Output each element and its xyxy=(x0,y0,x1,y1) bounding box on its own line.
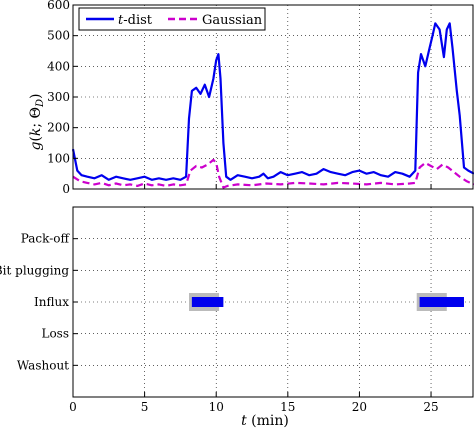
category-label: Influx xyxy=(34,295,69,309)
legend: t-dist Gaussian xyxy=(78,7,266,31)
category-label: Loss xyxy=(41,327,69,341)
top-y-tick-label: 400 xyxy=(47,59,70,73)
legend-label-tdist: t-dist xyxy=(118,13,153,28)
top-y-axis-label: g(k; ΘD) xyxy=(28,93,46,150)
bottom-grid xyxy=(73,207,473,397)
top-y-tick-label: 200 xyxy=(47,121,70,135)
top-grid xyxy=(73,5,473,189)
top-x-ticks xyxy=(72,184,432,189)
detection-bar xyxy=(191,297,224,307)
x-tick-label: 10 xyxy=(209,400,224,414)
bottom-bars xyxy=(189,293,464,311)
detection-bar xyxy=(419,297,464,307)
top-y-tick-label: 100 xyxy=(47,151,70,165)
series-tdist-line xyxy=(71,22,474,181)
legend-label-gaussian: Gaussian xyxy=(202,13,263,28)
bottom-panel: Pack-off Bit plugging Influx Loss Washout 0 5… xyxy=(0,206,474,429)
category-label: Washout xyxy=(17,358,69,372)
top-y-tick-label: 600 xyxy=(47,0,70,12)
top-series xyxy=(71,22,474,189)
x-tick-label: 25 xyxy=(423,400,438,414)
x-axis-label: t (min) xyxy=(241,413,289,429)
top-y-tick-label: 0 xyxy=(62,182,70,196)
x-tick-label: 15 xyxy=(280,400,295,414)
x-tick-label: 0 xyxy=(69,400,77,414)
x-tick-label: 20 xyxy=(352,400,367,414)
top-y-ticks: 0 100 200 300 400 500 600 xyxy=(47,0,78,196)
top-panel: 0 100 200 300 400 500 600 g(k; ΘD) t-dist Gaus… xyxy=(28,0,474,196)
category-label: Pack-off xyxy=(21,232,71,246)
bottom-x-ticks: 0 5 10 15 20 25 xyxy=(69,392,439,414)
bottom-category-labels: Pack-off Bit plugging Influx Loss Washout xyxy=(0,232,78,372)
top-y-tick-label: 300 xyxy=(47,90,70,104)
top-y-tick-label: 500 xyxy=(47,29,70,43)
x-tick-label: 5 xyxy=(141,400,149,414)
series-gaussian-line xyxy=(72,158,474,189)
category-label: Bit plugging xyxy=(0,263,69,277)
